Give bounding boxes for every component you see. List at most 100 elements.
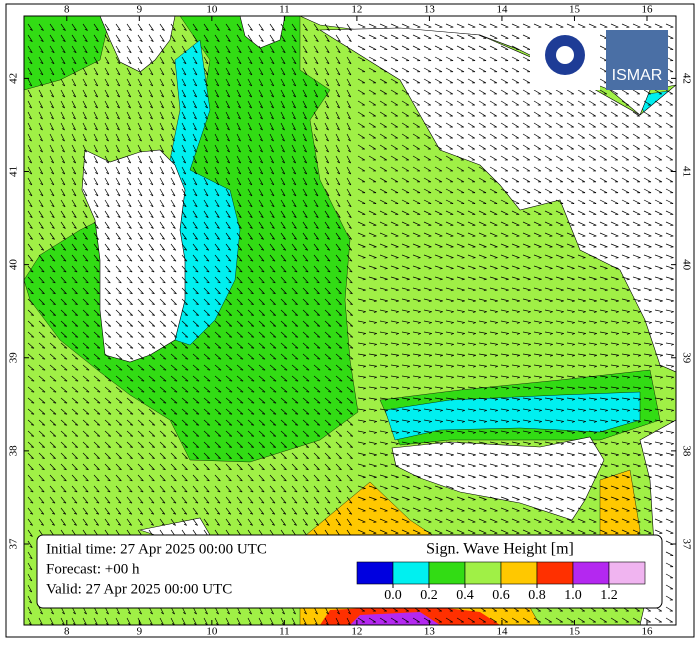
- arrow: [137, 441, 145, 448]
- arrow: [379, 221, 388, 226]
- arrow: [555, 265, 564, 270]
- arrow: [115, 408, 123, 415]
- arrow: [280, 177, 286, 186]
- arrow: [401, 419, 410, 423]
- arrow: [225, 463, 232, 471]
- arrow: [346, 254, 353, 262]
- arrow: [115, 441, 123, 448]
- arrow: [291, 23, 297, 31]
- arrow: [291, 441, 299, 448]
- arrow: [324, 353, 332, 360]
- arrow: [401, 463, 410, 468]
- arrow: [346, 78, 352, 87]
- arrow: [49, 221, 55, 229]
- arrow: [38, 276, 45, 284]
- arrow: [170, 287, 177, 295]
- arrow: [247, 78, 253, 87]
- arrow: [335, 463, 342, 471]
- arrow: [49, 265, 56, 273]
- arrow: [522, 199, 531, 205]
- arrow: [313, 276, 320, 284]
- arrow: [126, 177, 132, 186]
- arrow: [456, 617, 465, 623]
- arrow: [82, 320, 90, 327]
- arrow: [126, 375, 134, 382]
- arrow: [137, 408, 145, 415]
- arrow: [247, 67, 253, 76]
- arrow: [27, 562, 33, 571]
- arrow: [148, 111, 153, 120]
- arrow: [82, 166, 88, 175]
- arrow: [324, 496, 331, 504]
- arrow: [445, 144, 454, 150]
- arrow: [599, 353, 609, 357]
- arrow: [566, 199, 575, 205]
- arrow: [478, 419, 487, 423]
- arrow: [467, 243, 476, 248]
- arrow: [60, 386, 68, 393]
- arrow: [456, 452, 465, 456]
- arrow: [654, 496, 663, 501]
- arrow: [236, 441, 244, 448]
- arrow: [412, 298, 421, 303]
- arrow: [489, 419, 498, 423]
- arrow: [27, 56, 33, 65]
- arrow: [71, 144, 76, 153]
- arrow: [302, 56, 308, 65]
- arrow: [434, 309, 443, 313]
- arrow: [478, 67, 487, 73]
- arrow: [500, 298, 509, 303]
- arrow: [665, 386, 675, 390]
- arrow: [71, 133, 76, 142]
- arrow: [181, 474, 188, 482]
- arrow: [181, 408, 189, 415]
- arrow: [500, 507, 509, 512]
- arrow: [302, 265, 309, 273]
- arrow: [511, 529, 520, 534]
- arrow: [445, 397, 455, 401]
- arrow: [368, 485, 377, 490]
- arrow: [632, 133, 641, 139]
- arrow: [60, 364, 68, 371]
- arrow: [192, 122, 197, 131]
- arrow: [357, 221, 366, 226]
- arrow: [302, 331, 310, 338]
- arrow: [654, 342, 664, 346]
- arrow: [599, 408, 609, 412]
- arrow: [555, 111, 564, 117]
- arrow: [181, 56, 187, 65]
- arrow: [566, 364, 576, 368]
- arrow: [434, 166, 443, 172]
- arrow: [588, 155, 597, 161]
- arrow: [27, 540, 33, 549]
- arrow: [632, 100, 641, 106]
- arrow: [489, 122, 498, 128]
- arrow: [104, 254, 111, 262]
- arrow: [192, 496, 199, 504]
- arrow: [467, 342, 477, 346]
- arrow: [379, 56, 388, 62]
- arrow: [401, 342, 411, 346]
- arrow: [280, 122, 285, 131]
- arrow: [203, 485, 210, 493]
- arrow: [577, 529, 586, 534]
- arrow: [379, 287, 388, 292]
- arrow: [390, 397, 400, 401]
- arrow: [302, 155, 308, 164]
- arrow: [445, 122, 454, 128]
- arrow: [478, 375, 488, 379]
- arrow: [445, 452, 454, 456]
- arrow: [27, 67, 33, 76]
- arrow: [302, 353, 310, 360]
- arrow: [544, 331, 553, 335]
- arrow: [456, 23, 465, 28]
- arrow: [49, 485, 56, 493]
- arrow: [27, 188, 33, 197]
- arrow: [522, 188, 531, 194]
- arrow: [511, 111, 520, 117]
- arrow: [280, 320, 288, 327]
- arrow: [126, 199, 132, 208]
- arrow: [214, 441, 222, 448]
- arrow: [313, 232, 319, 240]
- arrow: [93, 34, 99, 42]
